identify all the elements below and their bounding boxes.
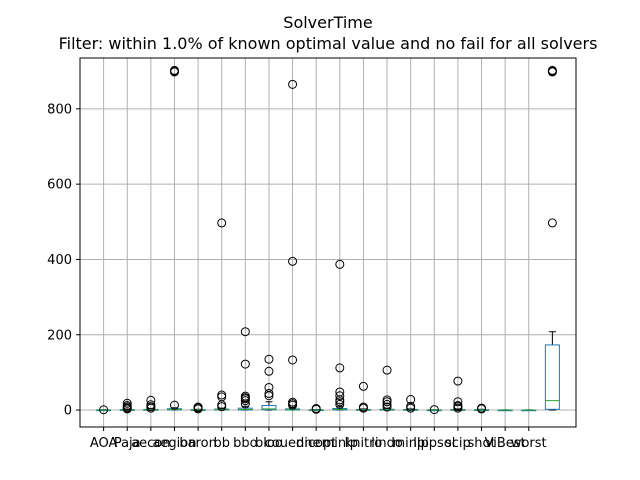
flier-10-6	[335, 259, 345, 269]
flier-15-4	[453, 376, 463, 386]
x-tick-label-8: couenne	[265, 436, 321, 451]
box-14	[426, 405, 442, 415]
flier-10-3	[335, 391, 345, 401]
box-16	[474, 403, 490, 414]
grid-layer	[80, 58, 576, 427]
box-3	[166, 65, 182, 411]
box-8	[285, 79, 301, 411]
box-10	[332, 259, 348, 411]
flier-8-5	[288, 79, 298, 89]
x-tick-label-9: dicopt	[296, 436, 336, 451]
flier-5-4	[217, 218, 227, 228]
y-tick-label-400: 400	[47, 253, 72, 268]
flier-13-2	[406, 395, 416, 405]
flier-7-3	[264, 366, 274, 376]
flier-12-1	[382, 399, 392, 409]
x-tick-label-16: shot	[467, 436, 495, 451]
flier-6-5	[240, 359, 250, 369]
flier-2-3	[146, 395, 156, 405]
box-1	[119, 398, 135, 414]
flier-15-3	[453, 397, 463, 407]
flier-15-2	[453, 401, 463, 411]
flier-8-3	[288, 355, 298, 365]
chart-subtitle: Filter: within 1.0% of known optimal val…	[59, 34, 598, 53]
x-tick-label-3: aegion	[152, 436, 196, 451]
flier-10-0	[335, 399, 345, 409]
x-tick-label-12: lindo	[371, 436, 403, 451]
box-15	[450, 376, 466, 413]
x-tick-label-2: aecon	[131, 436, 170, 451]
flier-11-1	[358, 402, 368, 412]
box-5	[214, 218, 230, 412]
box-12	[379, 365, 395, 412]
box-18	[521, 409, 537, 412]
flier-1-4	[122, 398, 132, 408]
flier-3-0	[169, 400, 179, 410]
box-body-19	[544, 344, 560, 410]
flier-4-2	[193, 402, 203, 412]
y-tick-label-800: 800	[47, 102, 72, 117]
x-tick-label-11: knitro	[345, 436, 383, 451]
flier-10-5	[335, 363, 345, 373]
flier-7-4	[264, 354, 274, 364]
flier-12-0	[382, 402, 392, 412]
x-tick-label-5: bb	[213, 436, 230, 451]
x-tick-label-15: scip	[445, 436, 471, 451]
box-11	[355, 381, 371, 413]
x-tick-label-10: minlp	[322, 436, 358, 451]
x-tick-label-7: bloo	[255, 436, 283, 451]
x-tick-label-0: AOA	[90, 436, 118, 451]
flier-13-1	[406, 401, 416, 411]
y-tick-label-600: 600	[47, 178, 72, 193]
box-body-7	[261, 405, 277, 411]
box-layer	[96, 65, 560, 415]
flier-3-3	[169, 65, 179, 75]
flier-0-0	[99, 405, 109, 415]
flier-19-3	[547, 65, 557, 75]
box-4	[190, 402, 206, 414]
flier-9-1	[311, 404, 321, 414]
flier-6-4	[240, 391, 250, 401]
flier-11-2	[358, 381, 368, 391]
box-7	[261, 354, 277, 411]
x-tick-label-14: lpipsol	[413, 436, 455, 451]
x-tick-label-13: minlp	[392, 436, 428, 451]
x-tick-label-4: baron	[179, 436, 216, 451]
box-19	[544, 65, 560, 411]
y-tick-label-200: 200	[47, 328, 72, 343]
x-tick-label-1: Paja	[114, 436, 141, 451]
flier-5-3	[217, 390, 227, 400]
box-17	[497, 409, 513, 412]
x-tick-label-6: bbo	[233, 436, 258, 451]
chart-title: SolverTime	[283, 13, 372, 32]
box-2	[143, 395, 159, 413]
box-0	[96, 405, 112, 415]
flier-8-2	[288, 397, 298, 407]
box-9	[308, 404, 324, 414]
flier-16-1	[477, 403, 487, 413]
flier-12-4	[382, 365, 392, 375]
plot-frame	[79, 57, 577, 428]
flier-7-2	[264, 382, 274, 392]
flier-19-0	[547, 218, 557, 228]
y-tick-label-0: 0	[64, 404, 72, 419]
flier-14-0	[429, 405, 439, 415]
flier-2-2	[146, 400, 156, 410]
flier-12-3	[382, 395, 392, 405]
flier-7-1	[264, 388, 274, 398]
x-tick-label-18: worst	[511, 436, 547, 451]
box-13	[403, 395, 419, 413]
flier-1-3	[122, 401, 132, 411]
flier-10-4	[335, 387, 345, 397]
x-tick-label-17: ViBest	[485, 436, 526, 451]
flier-6-6	[240, 327, 250, 337]
flier-8-4	[288, 256, 298, 266]
box-6	[237, 327, 253, 411]
